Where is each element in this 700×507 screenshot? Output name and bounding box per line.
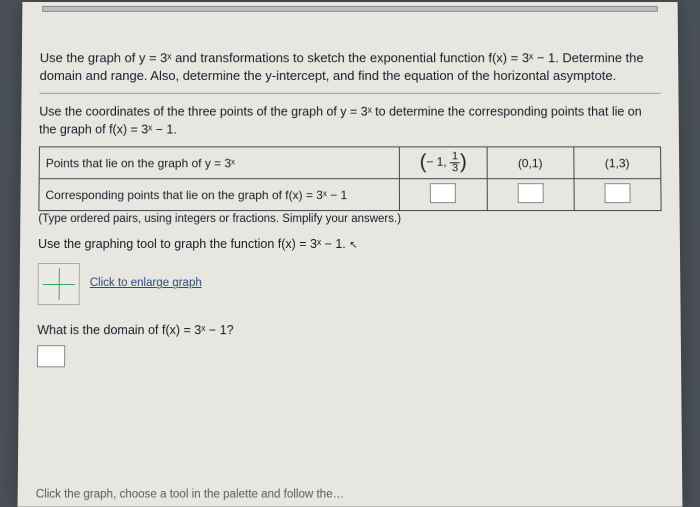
point-cell-3: (1,3) [574,147,661,179]
answer-input-3[interactable] [604,184,630,204]
graph-task: Use the graphing tool to graph the funct… [38,237,662,251]
points-table: Points that lie on the graph of y = 3ˣ (… [38,147,661,212]
paren-close: ) [460,152,467,174]
cursor-icon: ↖ [349,240,357,251]
toolbar-placeholder [42,6,658,12]
table-row: Corresponding points that lie on the gra… [39,179,661,211]
domain-answer-input[interactable] [37,346,65,368]
answer-input-1[interactable] [430,184,456,204]
table-row: Points that lie on the graph of y = 3ˣ (… [39,147,661,179]
enlarge-graph-link[interactable]: Click to enlarge graph [90,277,202,291]
divider [39,93,660,94]
graph-thumbnail[interactable] [38,263,80,305]
answer-cell-2 [487,179,574,211]
point-cell-2: (0,1) [487,147,574,179]
format-hint: (Type ordered pairs, using integers or f… [38,213,662,225]
neg-one: − 1, [426,155,446,169]
point-cell-1: (− 1, 1 3 ) [400,147,487,179]
row2-label: Corresponding points that lie on the gra… [39,179,400,211]
answer-input-2[interactable] [517,184,543,204]
graph-widget-row: Click to enlarge graph [38,263,663,305]
sub-instruction: Use the coordinates of the three points … [39,104,661,139]
worksheet-page: Use the graph of y = 3ˣ and transformati… [18,2,683,507]
domain-question: What is the domain of f(x) = 3ˣ − 1? [37,323,663,337]
denominator: 3 [450,164,460,175]
problem-intro: Use the graph of y = 3ˣ and transformati… [40,49,661,85]
graph-task-text: Use the graphing tool to graph the funct… [38,237,346,251]
answer-cell-1 [400,179,487,211]
fraction: 1 3 [450,152,460,175]
answer-cell-3 [574,179,661,211]
footer-hint: Click the graph, choose a tool in the pa… [36,488,344,500]
row1-label: Points that lie on the graph of y = 3ˣ [39,147,400,179]
